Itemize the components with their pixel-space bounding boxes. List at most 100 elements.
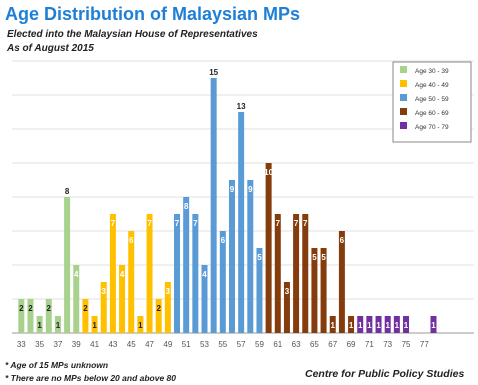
data-label: 7 [193,219,198,228]
bar-age-62 [283,282,290,333]
bar-age-51 [183,197,190,333]
data-label: 7 [276,219,281,228]
data-label: 7 [303,219,308,228]
data-label: 6 [129,236,134,245]
chart-title: Age Distribution of Malaysian MPs [5,4,301,24]
data-label: 2 [156,304,161,313]
bar-age-53 [201,265,208,333]
data-label: 1 [92,321,97,330]
bar-age-58 [247,180,254,333]
x-tick-label: 41 [90,340,99,349]
bar-age-78 [430,316,437,333]
data-label: 8 [65,187,70,196]
bar-age-75 [403,316,410,333]
x-tick-label: 69 [347,340,356,349]
bar-age-60 [265,163,272,333]
x-tick-label: 73 [383,340,392,349]
footnote-unknown-age: * Age of 15 MPs unknown [5,360,109,370]
legend-swatch [400,108,407,115]
data-label: 6 [340,236,345,245]
x-tick-label: 47 [145,340,154,349]
x-tick-label: 45 [127,340,136,349]
bar-age-70 [357,316,364,333]
x-tick-label: 49 [163,340,172,349]
bar-age-38 [64,197,71,333]
bar-age-36 [45,299,52,333]
bar-age-59 [256,248,263,333]
data-label: 4 [120,270,125,279]
x-tick-label: 51 [182,340,191,349]
data-label: 1 [349,321,354,330]
x-tick-label: 77 [420,340,429,349]
bar-age-34 [27,299,34,333]
data-label: 1 [404,321,409,330]
data-label: 2 [28,304,33,313]
bar-age-72 [375,316,382,333]
x-tick-label: 33 [17,340,26,349]
legend-swatch [400,94,407,101]
data-label: 1 [138,321,143,330]
bar-age-52 [192,214,199,333]
data-label: 4 [202,270,207,279]
bar-age-54 [210,78,217,333]
x-tick-label: 57 [237,340,246,349]
bar-age-57 [238,112,245,333]
data-label: 1 [395,321,400,330]
x-tick-label: 75 [402,340,411,349]
chart-date: As of August 2015 [7,43,94,54]
data-label: 1 [376,321,381,330]
data-label: 2 [47,304,52,313]
legend-label: Age 50 - 59 [415,96,449,103]
data-label: 8 [184,202,189,211]
legend-swatch [400,80,407,87]
data-label: 1 [358,321,363,330]
bar-age-64 [302,214,309,333]
data-label: 1 [431,321,436,330]
bar-age-44 [119,265,126,333]
data-label: 5 [312,253,317,262]
bar-age-46 [137,316,144,333]
data-label: 2 [19,304,24,313]
bar-age-47 [146,214,153,333]
legend-label: Age 60 - 69 [415,110,449,117]
bar-age-41 [91,316,98,333]
legend-label: Age 40 - 49 [415,82,449,89]
bar-age-66 [320,248,327,333]
chart-subtitle: Elected into the Malaysian House of Repr… [7,29,258,40]
bar-age-43 [109,214,116,333]
bar-age-71 [366,316,373,333]
bar-age-40 [82,299,89,333]
data-label: 4 [74,270,79,279]
data-label: 7 [111,219,116,228]
bar-age-33 [18,299,25,333]
bar-age-63 [293,214,300,333]
bar-age-50 [174,214,181,333]
legend-label: Age 70 - 79 [415,124,449,131]
bar-age-74 [393,316,400,333]
data-label: 3 [166,287,171,296]
legend-box [392,61,472,143]
data-label: 10 [264,168,273,177]
bar-age-45 [128,231,135,333]
x-tick-label: 53 [200,340,209,349]
bar-age-48 [155,299,162,333]
bar-age-69 [348,316,355,333]
data-label: 2 [83,304,88,313]
data-label: 1 [56,321,61,330]
x-tick-label: 35 [35,340,44,349]
bar-age-73 [384,316,391,333]
x-tick-label: 63 [292,340,301,349]
bar-age-39 [73,265,80,333]
x-tick-label: 67 [328,340,337,349]
data-label: 6 [221,236,226,245]
bar-age-35 [36,316,43,333]
bar-age-56 [228,180,235,333]
legend-swatch [400,122,407,129]
legend-swatch [400,66,407,73]
x-tick-label: 59 [255,340,264,349]
x-tick-label: 43 [108,340,117,349]
data-label: 1 [367,321,372,330]
data-label: 9 [248,185,253,194]
data-label: 7 [147,219,152,228]
